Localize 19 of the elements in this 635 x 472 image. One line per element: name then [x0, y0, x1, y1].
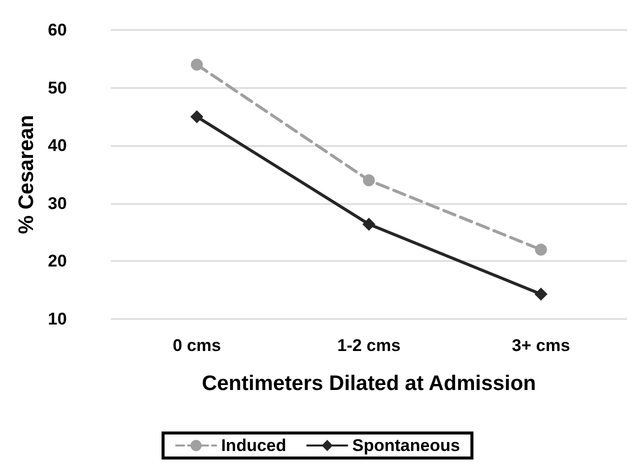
x-tick-label: 1-2 cms: [337, 336, 401, 355]
y-tick-label: 30: [48, 194, 67, 213]
x-tick-label: 0 cms: [172, 336, 221, 355]
point: [362, 218, 376, 231]
legend-label: Induced: [221, 436, 286, 455]
point: [534, 288, 548, 301]
y-tick-label: 40: [48, 136, 67, 156]
y-tick-label: 60: [48, 20, 67, 40]
point: [190, 58, 203, 71]
legend-label: Spontaneous: [352, 436, 460, 455]
x-axis-title: Centimeters Dilated at Admission: [202, 372, 536, 395]
y-tick-label: 20: [48, 252, 67, 271]
point: [190, 110, 204, 124]
y-tick-label: 50: [48, 78, 67, 98]
y-axis-title: % Cesarean: [15, 114, 38, 234]
point: [362, 174, 375, 186]
y-tick-label: 10: [48, 310, 67, 328]
point: [534, 244, 547, 256]
x-tick-label: 3+ cms: [512, 336, 570, 355]
